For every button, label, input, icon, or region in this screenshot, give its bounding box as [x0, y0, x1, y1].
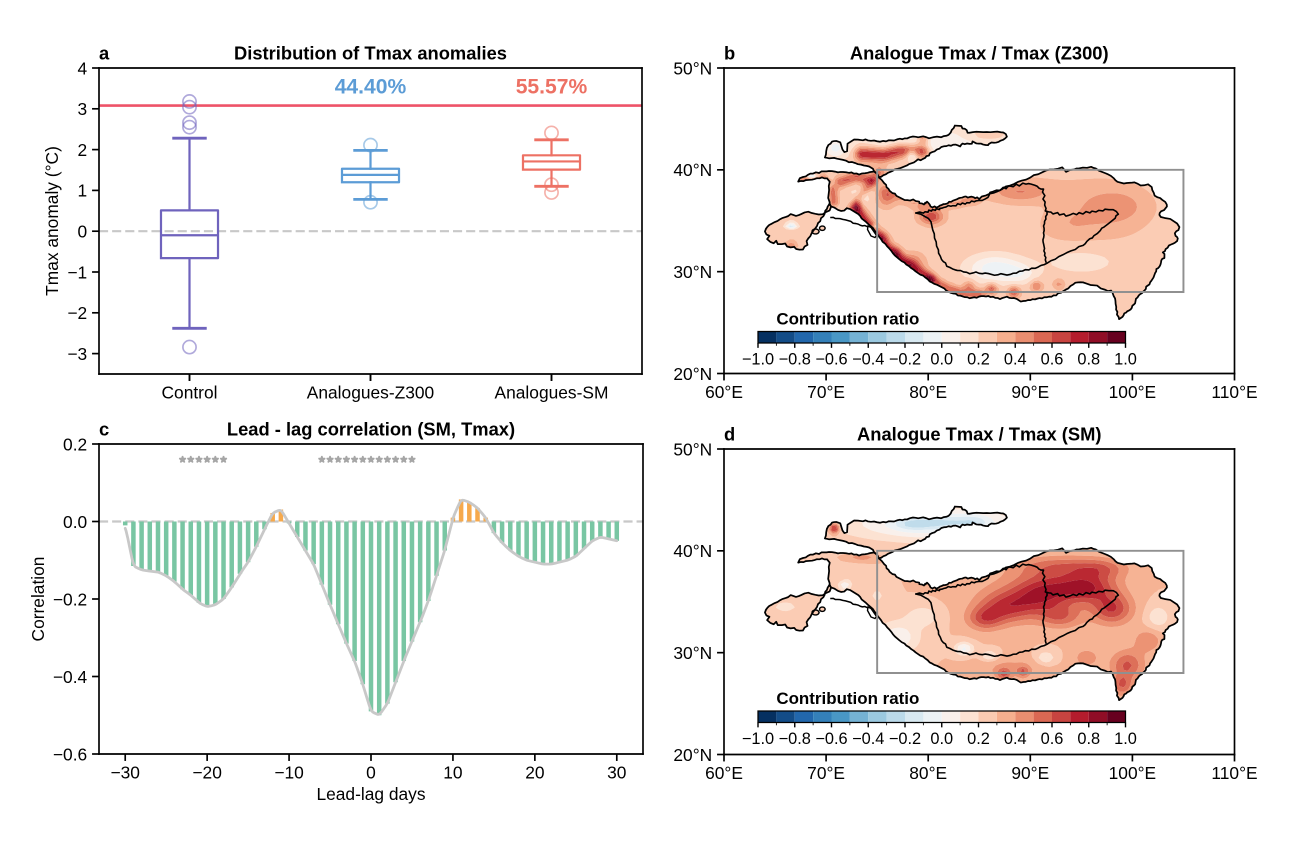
svg-text:50°N: 50°N [673, 439, 712, 459]
svg-text:0.0: 0.0 [930, 351, 953, 369]
svg-text:0.0: 0.0 [930, 730, 953, 748]
svg-text:110°E: 110°E [1211, 763, 1257, 783]
svg-text:4: 4 [78, 58, 88, 78]
svg-text:−1.0: −1.0 [742, 351, 774, 369]
svg-text:1: 1 [78, 181, 88, 201]
svg-text:0.8: 0.8 [1077, 351, 1100, 369]
svg-text:Contribution ratio: Contribution ratio [776, 689, 919, 708]
svg-text:−0.4: −0.4 [852, 730, 884, 748]
svg-text:Control: Control [162, 382, 218, 402]
svg-text:c: c [99, 419, 109, 440]
svg-text:80°E: 80°E [909, 763, 947, 783]
svg-text:80°E: 80°E [909, 382, 947, 402]
svg-text:30: 30 [607, 762, 626, 782]
svg-text:50°N: 50°N [673, 58, 712, 78]
svg-text:3: 3 [78, 99, 88, 119]
svg-text:−0.8: −0.8 [779, 730, 811, 748]
svg-text:110°E: 110°E [1211, 382, 1257, 402]
svg-text:−0.6: −0.6 [815, 730, 847, 748]
svg-text:−2: −2 [67, 303, 87, 323]
svg-text:0.6: 0.6 [1041, 351, 1064, 369]
svg-text:Analogues-Z300: Analogues-Z300 [307, 382, 434, 402]
svg-text:−0.2: −0.2 [889, 730, 921, 748]
svg-text:Distribution of Tmax anomalies: Distribution of Tmax anomalies [234, 43, 507, 64]
svg-text:40°N: 40°N [673, 541, 712, 561]
svg-text:20: 20 [525, 762, 544, 782]
svg-text:20°N: 20°N [673, 364, 712, 384]
svg-text:60°E: 60°E [705, 382, 743, 402]
svg-text:0.2: 0.2 [967, 351, 990, 369]
svg-text:−1.0: −1.0 [742, 730, 774, 748]
svg-text:Analogues-SM: Analogues-SM [495, 382, 609, 402]
svg-text:0.4: 0.4 [1004, 351, 1027, 369]
svg-text:a: a [99, 43, 110, 64]
svg-text:−0.6: −0.6 [815, 351, 847, 369]
svg-text:Tmax anomaly (°C): Tmax anomaly (°C) [42, 146, 62, 296]
svg-text:44.40%: 44.40% [335, 75, 407, 98]
svg-text:Lead-lag days: Lead-lag days [316, 784, 425, 804]
svg-text:−0.2: −0.2 [53, 589, 87, 609]
svg-text:0.0: 0.0 [63, 512, 87, 532]
svg-text:−3: −3 [67, 344, 87, 364]
svg-text:0.6: 0.6 [1041, 730, 1064, 748]
svg-text:55.57%: 55.57% [516, 75, 588, 98]
svg-text:−0.2: −0.2 [889, 351, 921, 369]
svg-text:Correlation: Correlation [28, 557, 48, 642]
svg-text:0.8: 0.8 [1077, 730, 1100, 748]
svg-text:b: b [724, 43, 735, 64]
svg-text:−0.8: −0.8 [779, 351, 811, 369]
svg-text:100°E: 100°E [1109, 763, 1156, 783]
svg-text:0.2: 0.2 [63, 434, 87, 454]
svg-text:1.0: 1.0 [1114, 730, 1137, 748]
svg-text:Lead - lag correlation (SM, Tm: Lead - lag correlation (SM, Tmax) [227, 419, 515, 440]
svg-text:100°E: 100°E [1109, 382, 1156, 402]
svg-text:30°N: 30°N [673, 643, 712, 663]
svg-text:0.2: 0.2 [967, 730, 990, 748]
svg-text:Analogue Tmax / Tmax (Z300): Analogue Tmax / Tmax (Z300) [850, 43, 1109, 64]
svg-text:30°N: 30°N [673, 262, 712, 282]
svg-text:−0.4: −0.4 [53, 667, 88, 687]
svg-text:0.4: 0.4 [1004, 730, 1027, 748]
svg-text:1.0: 1.0 [1114, 351, 1137, 369]
svg-text:60°E: 60°E [705, 763, 743, 783]
svg-text:40°N: 40°N [673, 160, 712, 180]
svg-text:−0.4: −0.4 [852, 351, 884, 369]
svg-text:90°E: 90°E [1011, 763, 1049, 783]
svg-text:70°E: 70°E [807, 382, 845, 402]
svg-text:70°E: 70°E [807, 763, 845, 783]
svg-text:−30: −30 [110, 762, 139, 782]
svg-text:0: 0 [78, 221, 88, 241]
svg-text:20°N: 20°N [673, 745, 712, 765]
svg-text:d: d [724, 424, 735, 445]
svg-text:Contribution ratio: Contribution ratio [776, 310, 919, 329]
svg-text:90°E: 90°E [1011, 382, 1049, 402]
svg-text:Analogue Tmax / Tmax (SM): Analogue Tmax / Tmax (SM) [857, 424, 1101, 445]
svg-text:2: 2 [78, 140, 88, 160]
svg-text:−10: −10 [274, 762, 303, 782]
svg-text:−0.6: −0.6 [53, 744, 87, 764]
svg-text:−20: −20 [192, 762, 221, 782]
svg-text:0: 0 [366, 762, 376, 782]
svg-text:−1: −1 [67, 262, 87, 282]
svg-text:10: 10 [443, 762, 462, 782]
